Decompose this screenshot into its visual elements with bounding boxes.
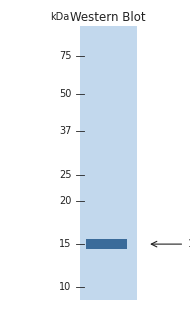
Text: 15kDa: 15kDa (188, 239, 190, 249)
Text: 10: 10 (59, 282, 71, 292)
Bar (80, 26, 137, 300)
Text: Western Blot: Western Blot (70, 11, 146, 24)
Text: 50: 50 (59, 89, 71, 99)
Text: 75: 75 (59, 51, 71, 61)
Text: 15: 15 (59, 239, 71, 249)
Bar (86, 239, 127, 249)
Text: 25: 25 (59, 170, 71, 180)
Text: 20: 20 (59, 196, 71, 206)
Text: 37: 37 (59, 126, 71, 136)
Text: kDa: kDa (50, 12, 69, 22)
